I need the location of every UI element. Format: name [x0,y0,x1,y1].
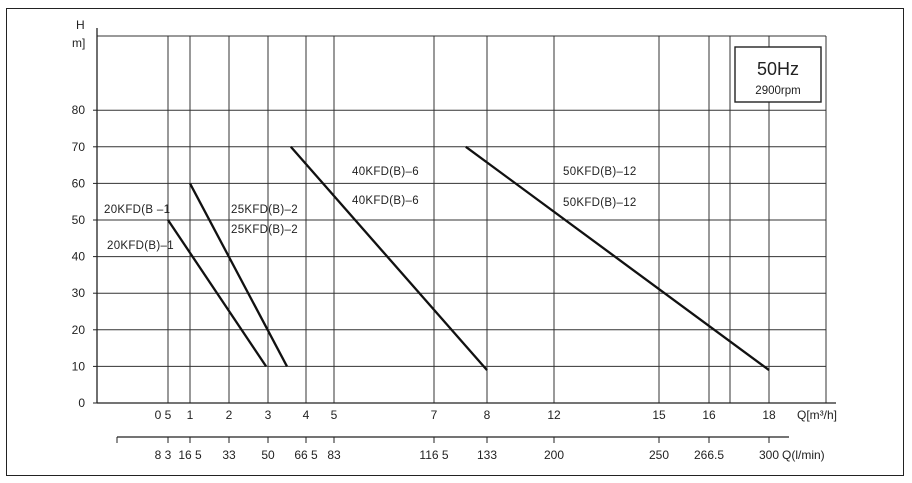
series-label: 40KFD(B)–6 [352,166,419,178]
series-line [289,146,488,371]
series-line [465,145,770,372]
info-speed: 2900rpm [755,85,800,97]
x-tick-label: 1 [187,408,194,422]
series-label: 20KFD(B)–1 [107,240,174,252]
series-label: 25KFD(B)–2 [231,224,298,236]
chart-frame [6,8,904,476]
labels: 20KFD(B –1 20KFD(B)–1 25KFD(B)–2 25KFD(B)–2… [104,166,637,252]
secondary-x-axis-label: Q(l/min) [782,448,825,462]
x-tick-label: 0 5 [155,408,172,422]
x-tick-label: 2 [226,408,233,422]
y-tick-label: 40 [72,250,86,264]
secondary-x-tick-label: 133 [477,448,497,462]
x-tick-label: 5 [331,408,338,422]
y-tick-label: 20 [72,323,86,337]
x-axis-label: Q[m³/h] [797,408,837,422]
grid [97,35,827,403]
x-tick-label: 7 [431,408,438,422]
x-tick-label: 3 [265,408,272,422]
secondary-x-tick-label: 200 [544,448,564,462]
secondary-x-tick-label: 116 5 [419,448,448,462]
info-box: 50Hz 2900rpm [734,46,822,103]
x-tick-label: 16 [702,408,716,422]
secondary-x-tick-label: 33 [222,448,236,462]
secondary-x-tick-label: 16 5 [178,448,202,462]
y-tick-label: 60 [72,176,86,190]
y-tick-label: 0 [78,396,85,410]
series-line [188,182,289,367]
info-box-border [734,46,822,103]
info-frequency: 50Hz [757,59,799,79]
series-line [167,219,268,368]
curves [167,145,770,372]
series-label: 40KFD(B)–6 [352,195,419,207]
series-label: 50KFD(B)–12 [563,197,637,209]
y-tick-label: 30 [72,286,86,300]
secondary-x-tick-label: 66 5 [294,448,318,462]
y-tick-label: 70 [72,140,86,154]
series-label: 50KFD(B)–12 [563,166,637,178]
y-tick-label: 50 [72,213,86,227]
x-tick-label: 15 [652,408,666,422]
y-axis-unit: m] [72,36,85,50]
y-tick-label: 80 [72,103,86,117]
x-tick-label: 4 [303,408,310,422]
x-tick-label: 18 [762,408,776,422]
series-label: 25KFD(B)–2 [231,204,298,216]
secondary-x-tick-label: 50 [261,448,275,462]
secondary-x-tick-label: 266.5 [694,448,724,462]
secondary-x-tick-label: 300 [759,448,779,462]
secondary-x-tick-label: 8 3 [155,448,172,462]
secondary-x-tick-label: 250 [649,448,669,462]
y-tick-label: 10 [72,359,86,373]
series-label: 20KFD(B –1 [104,204,170,216]
x-tick-label: 8 [484,408,491,422]
x-tick-label: 12 [547,408,561,422]
y-axis-label: H [76,18,85,32]
secondary-x-tick-label: 83 [327,448,341,462]
